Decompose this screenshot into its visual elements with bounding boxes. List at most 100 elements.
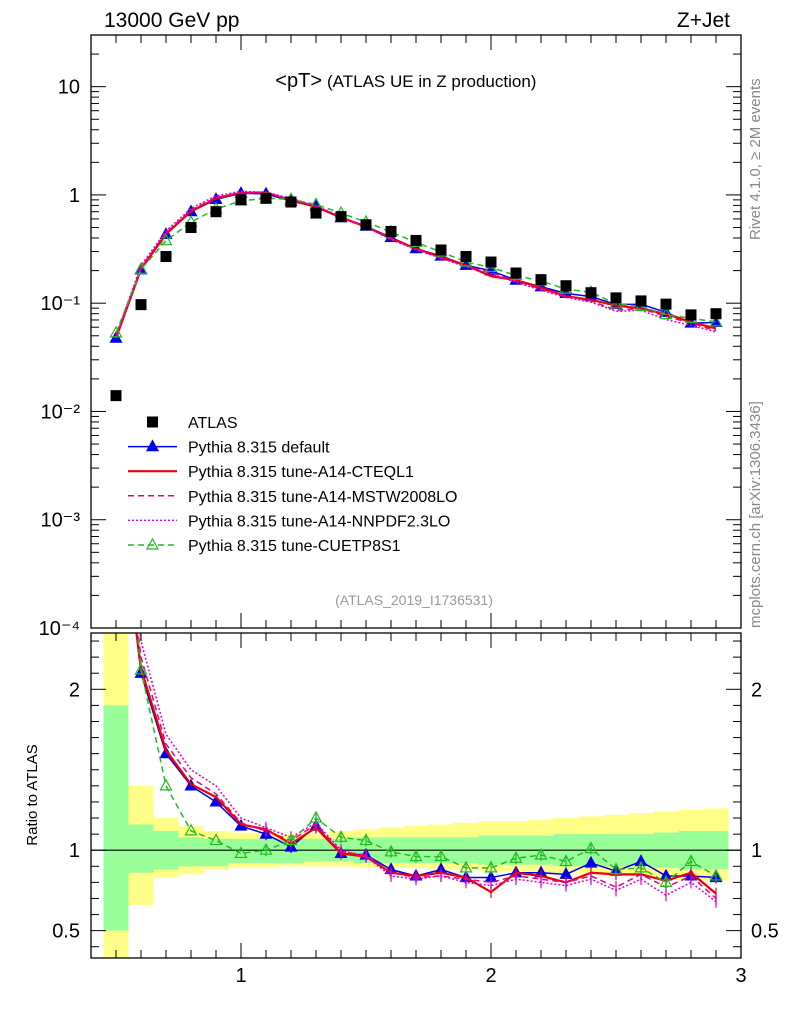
ratio-marker <box>534 847 548 860</box>
ratio-marker <box>334 830 348 842</box>
atlas-point <box>285 196 297 208</box>
series-line <box>114 191 717 339</box>
main-y-tick-label: 10 <box>58 77 80 99</box>
ratio-marker <box>509 851 523 863</box>
atlas-data-points <box>110 192 722 402</box>
legend-entry: Pythia 8.315 tune-A14-MSTW2008LO <box>128 489 457 506</box>
atlas-point <box>410 234 422 246</box>
ratio-y-tick-label-left: 2 <box>69 679 80 701</box>
series-marker <box>109 325 123 338</box>
x-tick-label: 2 <box>485 965 496 987</box>
uncertainty-band-inner <box>128 824 154 873</box>
atlas-point <box>310 207 322 219</box>
atlas-point <box>185 222 197 234</box>
atlas-point <box>160 250 172 262</box>
legend: ATLAS Pythia 8.315 default Pythia 8.315 tu… <box>128 415 457 555</box>
atlas-point <box>535 274 547 286</box>
ratio-y-tick-label-right: 1 <box>751 840 762 862</box>
atlas-point <box>710 308 722 320</box>
main-y-tick-label: 10⁻¹ <box>41 293 81 315</box>
ratio-y-tick-labels: 2 2 1 1 0.5 0.5 <box>52 679 779 942</box>
legend-marker <box>145 537 160 550</box>
atlas-point <box>485 256 497 268</box>
ratio-panel: 2 2 1 1 0.5 0.5 1 2 3 Ratio to ATLAS <box>24 458 779 987</box>
series-4-main <box>115 190 717 336</box>
atlas-point <box>235 194 247 206</box>
energy-label: 13000 GeV pp <box>104 9 239 32</box>
rivet-label: Rivet 4.1.0, ≥ 2M events <box>747 78 764 240</box>
series-marker <box>659 307 673 320</box>
series-line <box>115 190 717 336</box>
series-line <box>115 197 717 334</box>
atlas-point <box>660 298 672 310</box>
legend-entry: Pythia 8.315 tune-A14-CTEQL1 <box>128 464 414 481</box>
analysis-id: (ATLAS_2019_I1736531) <box>335 592 493 608</box>
ratio-marker <box>134 662 148 675</box>
atlas-point <box>435 244 447 256</box>
atlas-point <box>385 225 397 237</box>
uncertainty-band-inner <box>228 838 254 864</box>
series-marker <box>159 233 173 246</box>
ratio-marker <box>359 833 373 846</box>
ratio-marker <box>709 868 723 881</box>
main-panel: 10 1 10⁻¹ 10⁻² 10⁻³ 10⁻⁴ <pT> (ATLAS UE in Z … <box>39 34 742 640</box>
main-y-tick-label: 10⁻⁴ <box>39 618 80 640</box>
ratio-marker <box>609 862 623 875</box>
ratio-marker <box>184 823 198 836</box>
atlas-point <box>560 280 572 292</box>
ratio-marker <box>209 833 223 846</box>
main-y-tick-label: 10⁻² <box>41 401 81 423</box>
series-4-ratio <box>139 633 717 908</box>
series-marker <box>709 314 723 327</box>
series-marker <box>134 262 148 274</box>
atlas-point <box>135 299 147 311</box>
series-2-main <box>114 191 717 339</box>
ratio-marker <box>659 875 673 887</box>
uncertainty-band-inner <box>178 837 204 867</box>
atlas-point <box>335 211 347 223</box>
atlas-point <box>585 287 597 299</box>
atlas-point <box>110 390 122 402</box>
mcplots-label: mcplots.cern.ch [arXiv:1306.3436] <box>747 401 764 628</box>
atlas-point <box>360 219 372 231</box>
series-1-main <box>109 186 723 343</box>
ratio-marker <box>634 860 648 873</box>
legend-entry: Pythia 8.315 tune-A14-NNPDF2.3LO <box>128 513 450 530</box>
process-label: Z+Jet <box>677 9 730 32</box>
ratio-marker <box>484 860 498 873</box>
atlas-point <box>260 192 272 204</box>
x-tick-label: 1 <box>235 965 246 987</box>
plot-title-sub: (ATLAS UE in Z production) <box>327 72 536 91</box>
legend-label: Pythia 8.315 tune-A14-CTEQL1 <box>188 464 414 481</box>
x-tick-labels: 1 2 3 <box>235 965 746 987</box>
legend-entry: Pythia 8.315 tune-CUETP8S1 <box>128 537 401 555</box>
legend-entry: ATLAS <box>147 415 238 432</box>
legend-label: ATLAS <box>188 415 238 432</box>
ratio-y-tick-label-right: 2 <box>751 679 762 701</box>
atlas-point <box>635 295 647 307</box>
ratio-marker <box>234 846 248 859</box>
legend-marker-atlas <box>147 416 158 428</box>
ratio-marker <box>459 860 473 873</box>
ratio-marker <box>284 833 298 846</box>
atlas-point <box>510 267 522 279</box>
ratio-marker <box>111 458 122 468</box>
legend-label: Pythia 8.315 tune-A14-MSTW2008LO <box>188 489 457 506</box>
ratio-bands <box>103 633 729 958</box>
atlas-point <box>610 292 622 304</box>
ratio-marker <box>584 841 598 854</box>
series-5-ratio <box>134 633 723 889</box>
legend-marker <box>145 439 160 452</box>
ratio-marker <box>309 810 323 823</box>
ratio-marker <box>559 854 573 867</box>
atlas-point <box>460 250 472 262</box>
legend-label: Pythia 8.315 tune-CUETP8S1 <box>188 538 401 555</box>
x-tick-label: 3 <box>735 965 746 987</box>
main-y-tick-labels: 10 1 10⁻¹ 10⁻² 10⁻³ 10⁻⁴ <box>39 77 81 640</box>
main-y-tick-label: 1 <box>69 185 80 207</box>
legend-label: Pythia 8.315 tune-A14-NNPDF2.3LO <box>188 513 450 530</box>
atlas-point <box>210 206 222 218</box>
ratio-marker <box>159 778 173 791</box>
plot-title-main: <pT> <box>275 70 322 92</box>
